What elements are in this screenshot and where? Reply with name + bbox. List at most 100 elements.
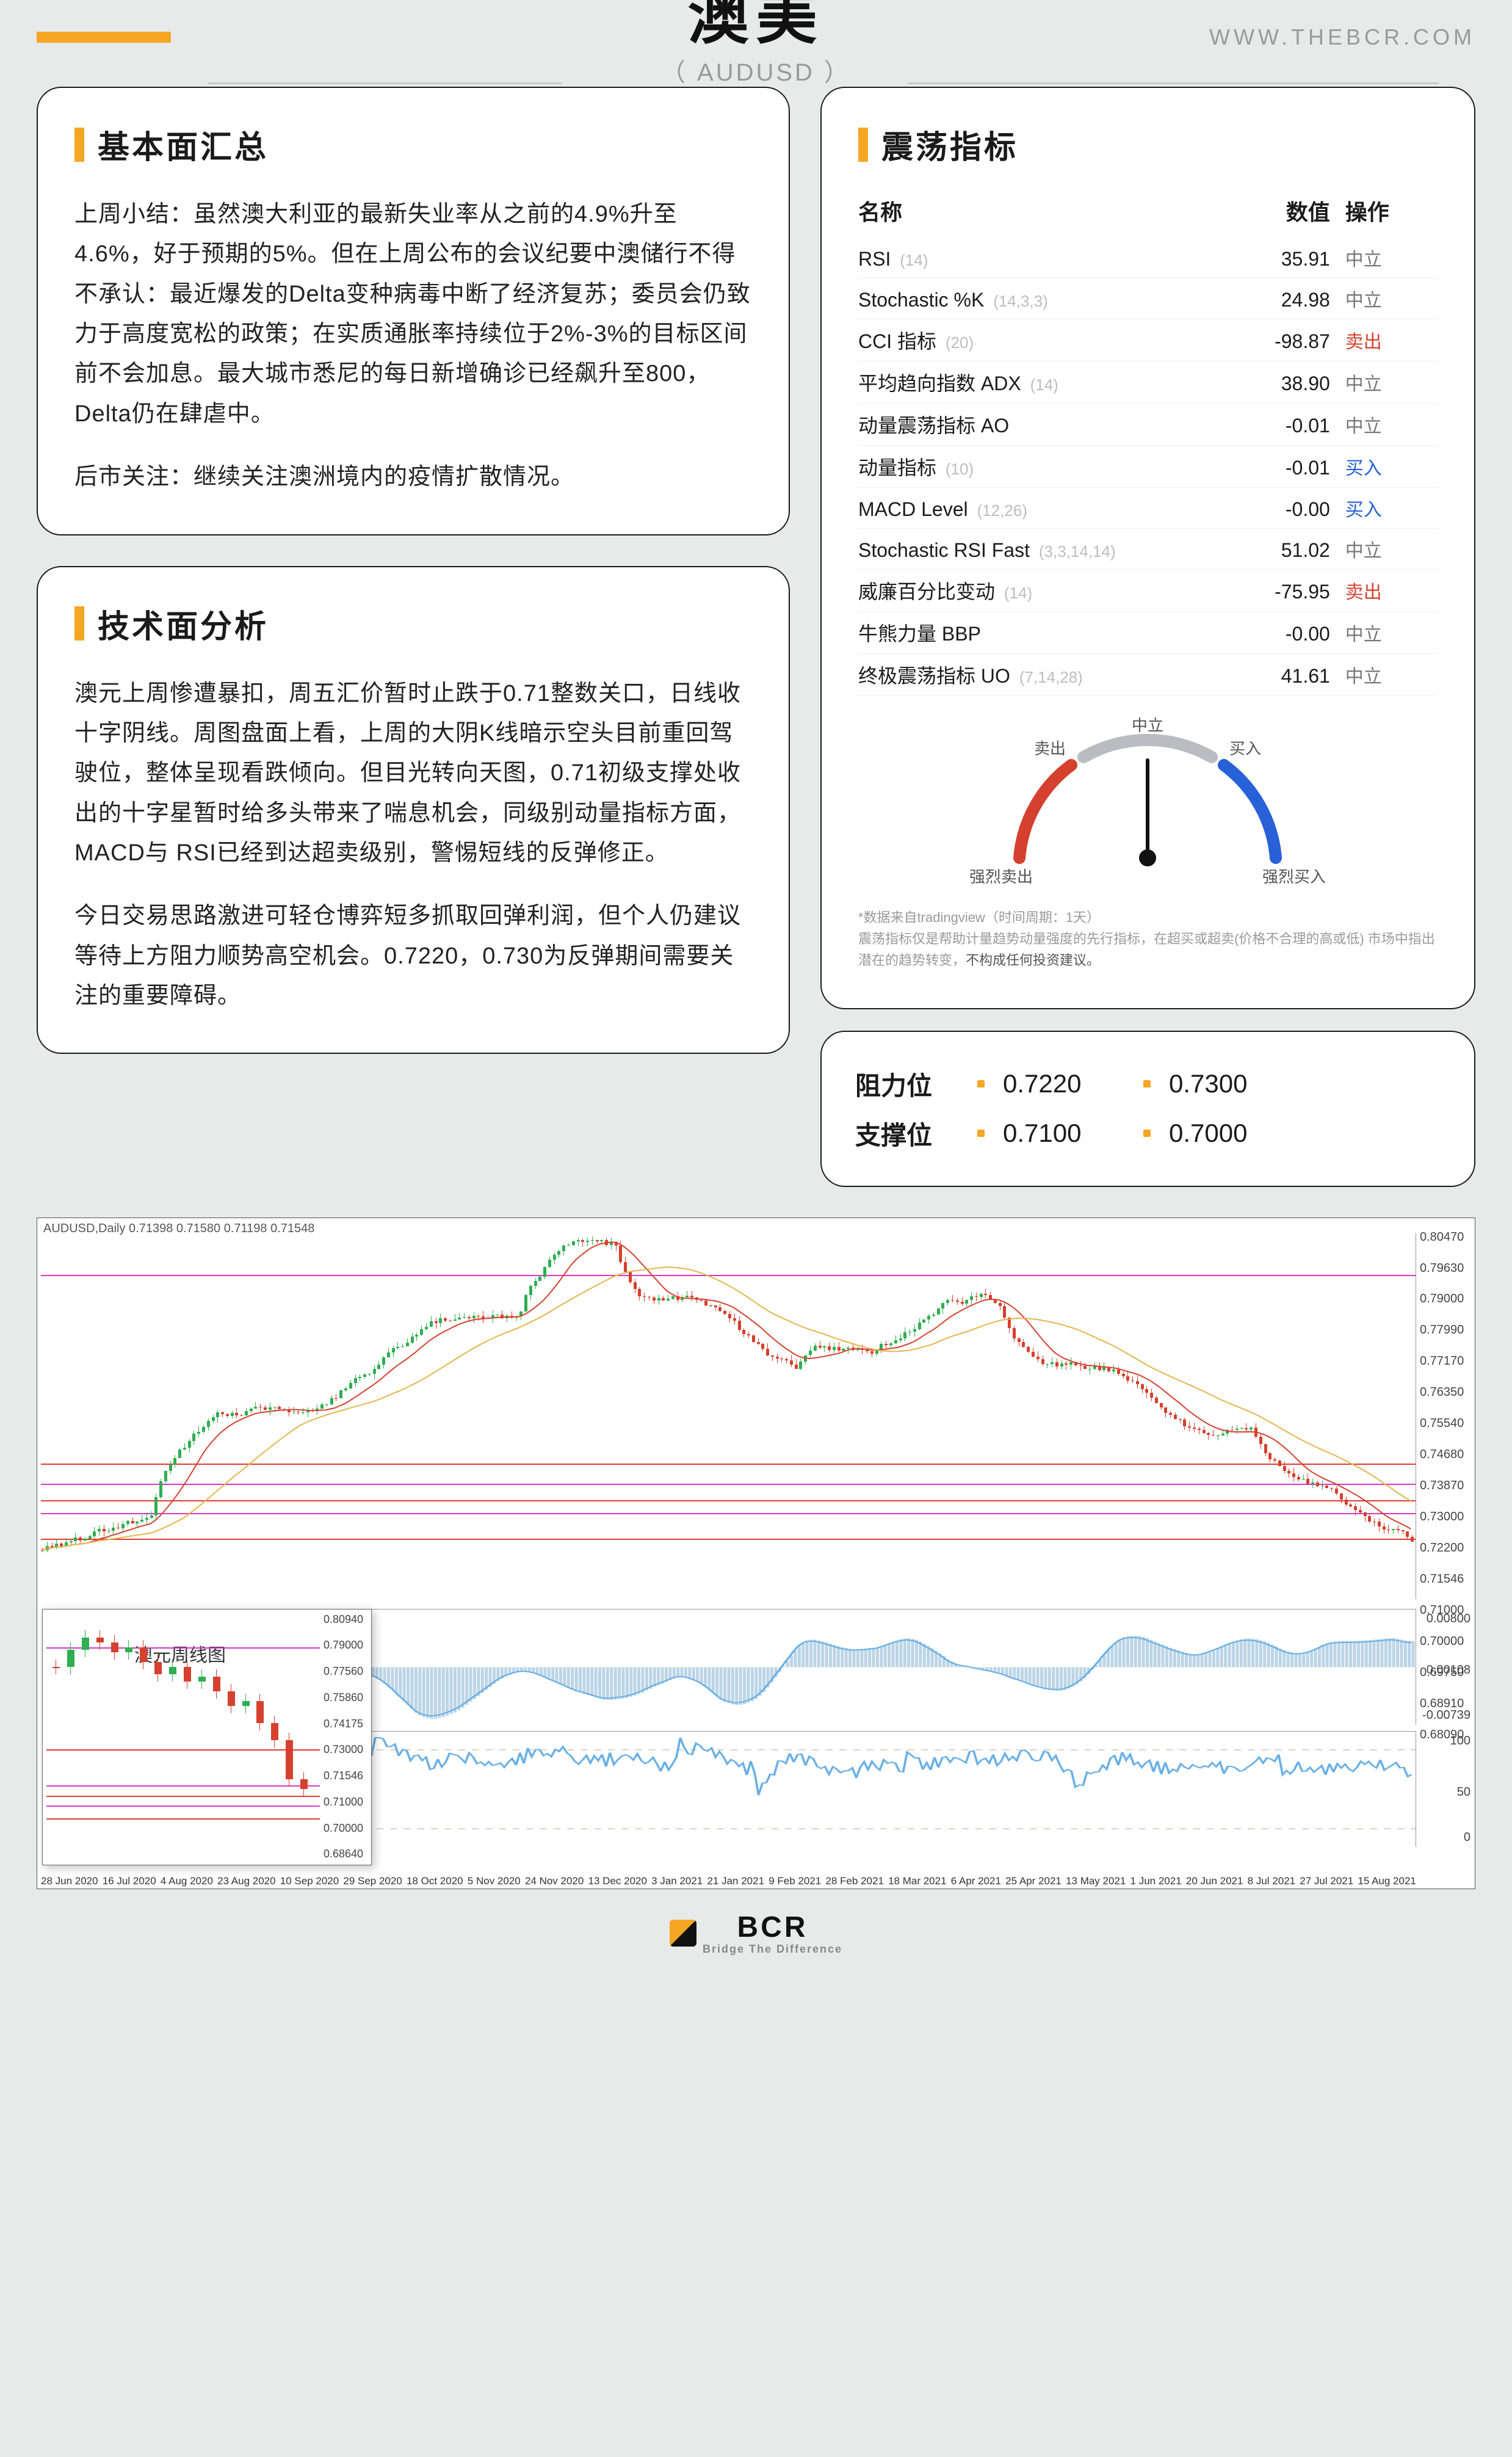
x-tick: 27 Jul 2021: [1300, 1875, 1353, 1887]
r1: 0.7220: [1003, 1069, 1125, 1098]
fundamentals-p2: 后市关注：继续关注澳洲境内的疫情扩散情况。: [74, 457, 752, 497]
ind-value: -98.87: [1207, 330, 1345, 353]
y-tick: 0.74175: [324, 1718, 369, 1730]
ind-action: 买入: [1345, 453, 1438, 480]
indicator-row: 威廉百分比变动 (14)-75.95卖出: [858, 570, 1438, 612]
dot-icon: [977, 1130, 985, 1137]
left-column: 基本面汇总 上周小结：虽然澳大利亚的最新失业率从之前的4.9%升至 4.6%，好…: [37, 87, 790, 1187]
x-tick: 21 Jan 2021: [707, 1875, 764, 1887]
ind-name: 终极震荡指标 UO (7,14,28): [858, 661, 1207, 689]
header-left: [37, 32, 171, 43]
indicator-row: 动量震荡指标 AO -0.01中立: [858, 404, 1438, 446]
y-tick: 0.71000: [324, 1796, 369, 1809]
main-columns: 基本面汇总 上周小结：虽然澳大利亚的最新失业率从之前的4.9%升至 4.6%，好…: [37, 87, 1475, 1187]
ind-value: -75.95: [1207, 581, 1345, 603]
fundamentals-body: 上周小结：虽然澳大利亚的最新失业率从之前的4.9%升至 4.6%，好于预期的5%…: [74, 195, 752, 498]
r2: 0.7300: [1169, 1069, 1291, 1098]
ind-value: 41.61: [1207, 665, 1345, 688]
fundamentals-card: 基本面汇总 上周小结：虽然澳大利亚的最新失业率从之前的4.9%升至 4.6%，好…: [37, 87, 790, 535]
x-tick: 28 Jun 2020: [41, 1875, 98, 1887]
x-tick: 23 Aug 2020: [217, 1875, 275, 1887]
ind-name: 动量震荡指标 AO: [858, 410, 1207, 438]
ind-action: 中立: [1345, 535, 1438, 562]
y-tick: 0.70000: [324, 1822, 369, 1835]
gauge-neutral-label: 中立: [1132, 717, 1163, 735]
footer-tagline: Bridge The Difference: [703, 1943, 842, 1956]
ind-action: 卖出: [1345, 577, 1438, 604]
ind-name: 平均趋向指数 ADX (14): [858, 368, 1207, 396]
p2-s3: 0: [1464, 1831, 1470, 1845]
x-tick: 13 May 2021: [1066, 1875, 1126, 1887]
disclaimer-src: *数据来自tradingview（时间周期：1天）: [858, 907, 1438, 928]
chart-body: [41, 1233, 1416, 1599]
footer-logo: BCR Bridge The Difference: [670, 1911, 842, 1956]
x-tick: 25 Apr 2021: [1005, 1875, 1062, 1887]
x-tick: 15 Aug 2021: [1358, 1875, 1416, 1887]
y-tick: 0.80470: [1420, 1230, 1471, 1244]
accent-tick: [74, 606, 84, 641]
x-tick: 18 Mar 2021: [888, 1875, 946, 1887]
y-tick: 0.75860: [324, 1691, 369, 1704]
gauge-strong-sell-label: 强烈卖出: [969, 868, 1033, 886]
rsi-panel: 100 50 0: [281, 1731, 1416, 1847]
y-tick: 0.79630: [1420, 1261, 1471, 1276]
x-tick: 8 Jul 2021: [1248, 1875, 1295, 1887]
th-action: 操作: [1345, 195, 1438, 227]
technical-p1: 澳元上周惨遭暴扣，周五汇价暂时止跌于0.71整数关口，日线收十字阴线。周图盘面上…: [74, 674, 752, 874]
ind-action: 中立: [1345, 619, 1438, 646]
disclaimer-strong: 不构成任何投资建议。: [966, 953, 1100, 968]
resistance-row: 阻力位 0.7220 0.7300: [855, 1059, 1441, 1109]
p2-s1: 100: [1450, 1734, 1470, 1748]
ind-name: Stochastic RSI Fast (3,3,14,14): [858, 539, 1207, 562]
x-tick: 5 Nov 2020: [468, 1875, 521, 1887]
ind-name: RSI (14): [858, 248, 1207, 270]
ind-action: 中立: [1345, 411, 1438, 438]
ind-value: 24.98: [1207, 289, 1345, 311]
indicator-row: RSI (14)35.91中立: [858, 238, 1438, 278]
macd-histogram: [324, 1635, 1414, 1718]
x-tick: 4 Aug 2020: [161, 1875, 213, 1887]
x-tick: 16 Jul 2020: [103, 1875, 156, 1887]
ind-name: 动量指标 (10): [858, 452, 1207, 481]
site-url: WWW.THEBCR.COM: [1209, 24, 1475, 50]
y-tick: 0.73000: [1420, 1510, 1471, 1524]
rsi-line: [281, 1738, 1412, 1795]
y-tick: 0.68640: [324, 1848, 369, 1860]
gauge-strong-buy-label: 强烈买入: [1262, 868, 1326, 886]
x-tick: 13 Dec 2020: [588, 1875, 647, 1887]
fundamentals-p1: 上周小结：虽然澳大利亚的最新失业率从之前的4.9%升至 4.6%，好于预期的5%…: [74, 195, 752, 434]
y-tick: 0.73870: [1420, 1479, 1471, 1493]
indicator-table-head: 名称 数值 操作: [858, 195, 1438, 227]
ind-action: 卖出: [1345, 327, 1438, 354]
x-tick: 10 Sep 2020: [280, 1875, 339, 1887]
accent-bar: [37, 32, 171, 43]
y-tick: 0.73000: [324, 1743, 369, 1756]
page-symbol: （ AUDUSD ）: [661, 53, 851, 88]
footer-brand: BCR: [703, 1911, 842, 1944]
s1: 0.7100: [1003, 1119, 1125, 1148]
ind-value: 35.91: [1207, 248, 1345, 270]
ind-action: 中立: [1345, 244, 1438, 271]
gauge-svg: 中立 卖出 买入 强烈卖出 强烈买入: [964, 717, 1331, 895]
oscillators-card: 震荡指标 名称 数值 操作 RSI (14)35.91中立Stochastic …: [820, 87, 1475, 1009]
indicator-row: 牛熊力量 BBP -0.00中立: [858, 612, 1438, 654]
ind-action: 中立: [1345, 285, 1438, 312]
date-axis: 28 Jun 2020 16 Jul 2020 4 Aug 2020 23 Aug 2…: [41, 1875, 1416, 1887]
y-tick: 0.77560: [324, 1665, 369, 1678]
disclaimer: *数据来自tradingview（时间周期：1天） 震荡指标仅是帮助计量趋势动量…: [858, 907, 1438, 971]
x-tick: 29 Sep 2020: [343, 1875, 402, 1887]
x-tick: 28 Feb 2021: [825, 1875, 883, 1887]
y-tick: 0.72200: [1420, 1541, 1471, 1555]
fundamentals-title: 基本面汇总: [98, 122, 269, 167]
y-tick: 0.75540: [1420, 1417, 1471, 1431]
ind-value: 51.02: [1207, 539, 1345, 562]
ind-name: MACD Level (12,26): [858, 498, 1207, 521]
y-tick: 0.77990: [1420, 1323, 1471, 1337]
levels-card: 阻力位 0.7220 0.7300 支撑位 0.7100 0.7000: [820, 1031, 1475, 1187]
y-tick: 0.76350: [1420, 1385, 1471, 1399]
x-tick: 18 Oct 2020: [407, 1875, 463, 1887]
indicator-row: 动量指标 (10)-0.01买入: [858, 446, 1438, 488]
ind-name: 威廉百分比变动 (14): [858, 576, 1207, 604]
ind-name: 牛熊力量 BBP: [858, 619, 1207, 647]
ind-action: 中立: [1345, 661, 1438, 688]
